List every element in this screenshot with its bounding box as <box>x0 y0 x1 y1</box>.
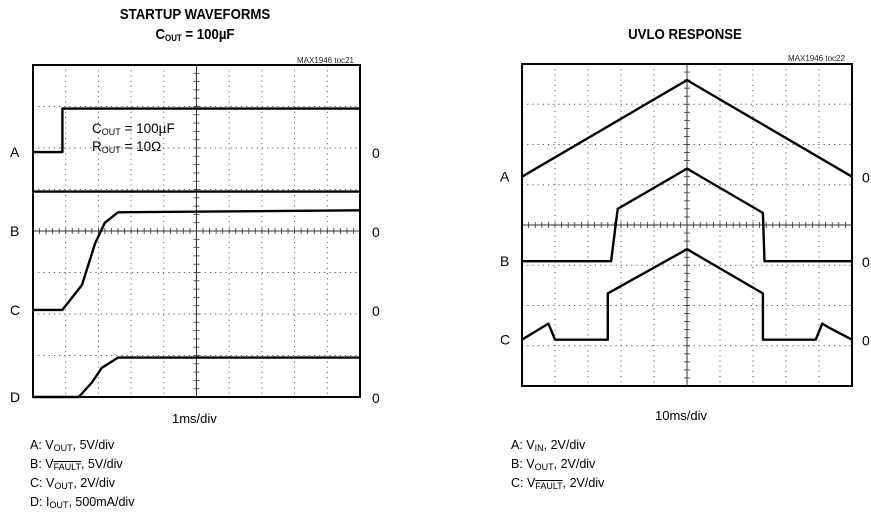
chart2-title: UVLO RESPONSE <box>628 26 742 43</box>
channel-label-B: B <box>10 223 19 239</box>
chart2-legend: A: VIN, 2V/div B: VOUT, 2V/div C: VFAULT… <box>511 437 604 494</box>
zero-marker-C: 0 <box>862 333 870 349</box>
chart2-xlabel: 10ms/div <box>655 408 708 423</box>
trace-A <box>33 107 360 154</box>
zero-marker-A: 0 <box>862 170 870 186</box>
chart1-legend-item: C: VOUT, 2V/div <box>30 476 115 491</box>
chart1-tag: MAX1946 toc21 <box>297 56 354 65</box>
trace-C <box>521 247 853 341</box>
channel-label-B: B <box>500 253 509 269</box>
trace-A <box>521 78 853 178</box>
chart1-subtitle: COUT = 100µF <box>155 26 235 43</box>
chart2-legend-item: A: VIN, 2V/div <box>511 438 586 453</box>
zero-marker-A: 0 <box>372 145 380 161</box>
plot-frame <box>32 64 361 398</box>
chart1-legend-item: B: VFAULT, 5V/div <box>30 457 123 472</box>
chart1-title: STARTUP WAVEFORMS <box>119 6 271 23</box>
channel-label-C: C <box>500 332 510 348</box>
chart1-legend-item: A: VOUT, 5V/div <box>30 438 115 453</box>
channel-label-C: C <box>10 302 20 318</box>
zero-marker-D: 0 <box>372 390 380 406</box>
chart1-annotation-cout: COUT = 100µF <box>92 121 175 137</box>
trace-C <box>33 209 361 312</box>
zero-marker-B: 0 <box>862 254 870 270</box>
zero-marker-C: 0 <box>372 303 380 319</box>
channel-label-A: A <box>500 169 510 185</box>
chart1-legend: A: VOUT, 5V/div B: VFAULT, 5V/div C: VOU… <box>30 437 134 513</box>
zero-marker-B: 0 <box>372 224 380 240</box>
trace-B <box>522 167 852 263</box>
trace-D <box>33 356 360 399</box>
channel-label-D: D <box>10 389 20 405</box>
chart1-xlabel: 1ms/div <box>172 411 217 426</box>
plot-frame <box>521 63 853 387</box>
chart2-legend-item: C: VFAULT, 2V/div <box>511 476 605 491</box>
chart2-legend-item: B: VOUT, 2V/div <box>511 457 596 472</box>
chart2-tag: MAX1946 toc22 <box>788 54 845 63</box>
channel-label-A: A <box>10 144 20 160</box>
chart1-legend-item: D: IOUT, 500mA/div <box>30 495 135 510</box>
chart1-annotation-rout: ROUT = 10Ω <box>92 139 162 155</box>
